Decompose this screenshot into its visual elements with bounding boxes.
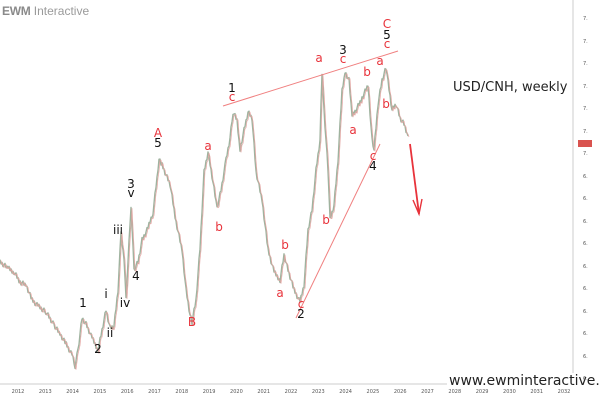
- x-tick-label: 2023: [311, 389, 325, 395]
- x-tick-label: 2020: [230, 389, 243, 395]
- price-series-shadow: [0, 69, 410, 370]
- wave-label: 4: [132, 269, 140, 283]
- x-tick-label: 2027: [421, 389, 434, 395]
- x-tick-label: 2017: [148, 389, 161, 395]
- wave-label: 1: [79, 296, 87, 310]
- ewm-logo: EWM Interactive: [2, 4, 89, 18]
- x-tick-label: 2016: [120, 389, 134, 395]
- x-tick-label: 2031: [530, 389, 544, 395]
- lower-wedge-trendline: [295, 143, 381, 319]
- y-tick-label: 6.: [583, 196, 588, 202]
- wave-label: v: [127, 186, 135, 200]
- x-tick-label: 2013: [38, 389, 52, 395]
- x-tick-label: 2012: [11, 389, 25, 395]
- wave-label: c: [383, 37, 391, 51]
- chart-title: USD/CNH, weekly: [453, 80, 568, 95]
- wave-label: 3: [339, 43, 347, 57]
- wave-label: 3: [127, 177, 135, 191]
- x-tick-label: 2018: [175, 389, 189, 395]
- y-tick-label: 6.: [583, 263, 588, 270]
- wave-label: A: [153, 126, 163, 140]
- wave-label: i: [104, 287, 108, 301]
- y-tick-label: 6.: [583, 173, 588, 180]
- logo-light: Interactive: [30, 4, 90, 18]
- x-tick-label: 2025: [366, 389, 380, 395]
- wave-label: 5: [383, 28, 391, 42]
- y-tick-label: 7.: [583, 38, 588, 45]
- wave-label: 1: [228, 81, 236, 95]
- x-tick-label: 2022: [284, 389, 298, 395]
- wave-label: B: [187, 315, 197, 329]
- wave-label: c: [297, 297, 305, 311]
- y-tick-label: 7.: [583, 151, 588, 157]
- wave-label: iv: [119, 296, 131, 310]
- wave-label: b: [322, 213, 330, 227]
- wave-label: a: [276, 286, 284, 300]
- y-tick-label: 6.: [583, 218, 588, 225]
- wave-label: a: [204, 139, 212, 153]
- wave-label: c: [369, 149, 377, 163]
- y-tick-label: 7.: [583, 61, 588, 67]
- current-price-tag: [578, 140, 592, 147]
- x-tick-label: 2024: [339, 389, 352, 395]
- wave-label: b: [281, 238, 289, 252]
- wave-label: 2: [297, 307, 305, 321]
- wave-label: a: [349, 123, 357, 137]
- wave-label: c: [339, 52, 347, 66]
- x-tick-label: 2014: [66, 389, 79, 395]
- y-tick-label: 6.: [583, 376, 588, 382]
- y-tick-label: 6.: [583, 353, 588, 360]
- x-tick-label: 2026: [393, 389, 407, 395]
- wave-label: C: [382, 17, 392, 31]
- projection-arrow-icon: [409, 143, 423, 217]
- x-tick-label: 2029: [475, 389, 489, 395]
- wave-label: b: [382, 97, 390, 111]
- wave-label: b: [363, 65, 371, 79]
- upper-wedge-trendline: [222, 50, 399, 107]
- y-tick-label: 7.: [583, 83, 588, 90]
- y-tick-label: 7.: [583, 16, 588, 22]
- x-tick-label: 2030: [503, 389, 516, 395]
- wave-label: c: [228, 90, 236, 104]
- x-tick-label: 2015: [93, 389, 107, 395]
- y-tick-label: 7.: [583, 128, 588, 135]
- wave-label: ii: [106, 326, 114, 340]
- x-tick-label: 2019: [202, 389, 216, 395]
- y-tick-label: 7.: [583, 106, 588, 112]
- wave-label: a: [376, 54, 384, 68]
- price-series: [0, 67, 409, 370]
- y-tick-label: 6.: [583, 241, 588, 247]
- y-tick-label: 6.: [583, 308, 588, 315]
- x-tick-label: 2021: [257, 389, 271, 395]
- y-tick-label: 6.: [583, 286, 588, 292]
- wave-label: iii: [112, 223, 124, 237]
- wave-label: a: [315, 51, 323, 65]
- logo-bold: EWM: [2, 4, 31, 18]
- wave-label: 2: [94, 342, 102, 356]
- wave-label: 5: [154, 136, 162, 150]
- website-watermark: www.ewminteractive.com: [447, 373, 600, 389]
- wave-label: b: [215, 220, 223, 234]
- y-tick-label: 6.: [583, 331, 588, 337]
- x-tick-label: 2028: [448, 389, 462, 395]
- x-tick-label: 2032: [557, 389, 571, 395]
- wave-label: 4: [369, 159, 377, 173]
